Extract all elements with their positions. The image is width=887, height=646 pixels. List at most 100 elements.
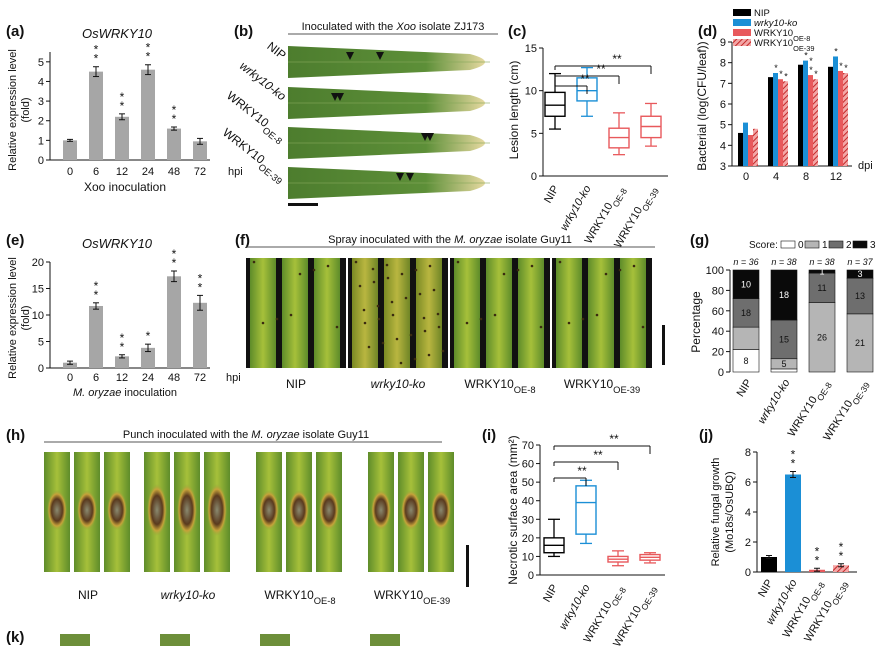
- bar: [813, 79, 818, 166]
- disease-spot: [595, 313, 599, 317]
- disease-spot: [261, 321, 265, 325]
- arrowhead: [426, 133, 434, 141]
- sig-star: *: [779, 69, 783, 79]
- y-tick-label: 6: [720, 99, 726, 111]
- genotype-label: wrky10-ko: [754, 18, 797, 29]
- panel-letter: (f): [235, 232, 250, 249]
- bar: [808, 75, 813, 166]
- bar: [785, 474, 801, 572]
- lesion: [77, 490, 97, 530]
- sig-star: **: [580, 72, 590, 86]
- x-tick-label: 12: [116, 166, 128, 178]
- disease-spot: [400, 272, 404, 276]
- disease-spot: [418, 292, 422, 296]
- disease-spot: [312, 268, 316, 272]
- genotype-label: wrky10-ko: [756, 377, 793, 426]
- legend-swatch: [733, 9, 751, 16]
- y-tick-label: 8: [720, 58, 726, 70]
- segment-label: 5: [781, 359, 786, 369]
- y-tick-label: 5: [720, 120, 726, 132]
- sample-size: n = 37: [847, 257, 873, 267]
- x-axis-title: Xoo inoculation: [84, 180, 166, 194]
- y-axis-title: (fold): [20, 305, 32, 330]
- segment-label: 26: [817, 332, 827, 342]
- disease-spot: [289, 313, 293, 317]
- y-tick-label: 7: [720, 78, 726, 90]
- leaf-top: [370, 634, 400, 646]
- genotype-label: WRKY10OE-8: [264, 588, 335, 606]
- sig-star: *: [809, 65, 813, 75]
- disease-spot: [335, 325, 339, 329]
- y-tick-label: 60: [712, 306, 724, 318]
- y-tick-label: 4: [38, 76, 44, 88]
- stacked-segment: [770, 368, 798, 373]
- leaf-blade: [486, 258, 512, 368]
- disease-spot: [377, 317, 381, 321]
- y-tick-label: 4: [720, 140, 726, 152]
- y-axis-title: Relative fungal growth: [710, 458, 722, 567]
- sig-star: *: [774, 63, 778, 73]
- legend-swatch: [733, 29, 751, 36]
- disease-spot: [371, 267, 375, 271]
- scale-bar: [662, 325, 665, 365]
- y-axis-title: Bacterial (log(CFU/leaf)): [695, 41, 709, 170]
- disease-spot: [326, 264, 330, 268]
- disease-spot: [414, 268, 418, 272]
- sig-star: *: [120, 99, 125, 113]
- subscript: OE-8: [815, 380, 834, 402]
- y-tick-label: 2: [38, 116, 44, 128]
- disease-spot: [502, 272, 506, 276]
- arrowhead: [376, 52, 384, 60]
- sig-star: *: [834, 46, 838, 56]
- leaf-blade: [556, 258, 582, 368]
- y-tick-label: 60: [522, 459, 534, 471]
- y-tick-label: 100: [706, 265, 724, 277]
- y-tick-label: 0: [38, 363, 44, 375]
- gene-title: OsWRKY10: [82, 236, 153, 251]
- lesion: [431, 490, 451, 530]
- bar: [798, 64, 803, 166]
- y-tick-label: 40: [522, 496, 534, 508]
- disease-spot: [298, 272, 302, 276]
- bar: [115, 356, 129, 368]
- subscript: OE-39: [850, 380, 872, 407]
- leaf-blade: [282, 258, 308, 368]
- disease-spot: [479, 317, 483, 321]
- x-tick-label: 0: [67, 372, 73, 384]
- bar: [773, 73, 778, 166]
- lesion: [147, 484, 167, 536]
- disease-spot: [618, 268, 622, 272]
- y-tick-label: 40: [712, 326, 724, 338]
- sig-star: *: [94, 43, 99, 57]
- sig-star: **: [612, 52, 622, 66]
- y-tick-label: 10: [522, 551, 534, 563]
- box: [575, 485, 597, 535]
- subscript: OE-39: [830, 580, 851, 607]
- leaf-top: [60, 634, 90, 646]
- y-tick-label: 5: [531, 128, 537, 140]
- legend-swatch: [804, 240, 820, 249]
- leaf-blade: [384, 258, 410, 368]
- segment-label: 1: [819, 267, 824, 277]
- y-tick-label: 2: [745, 537, 751, 549]
- subscript: OE-39: [423, 596, 450, 606]
- subscript: OE-39: [639, 585, 660, 612]
- sig-star: *: [815, 553, 820, 567]
- disease-spot: [390, 300, 394, 304]
- subscript: OE-8: [793, 34, 810, 43]
- bar: [753, 128, 758, 166]
- stacked-segment: [732, 326, 760, 350]
- sig-star: *: [146, 41, 151, 55]
- sig-star: *: [844, 63, 848, 73]
- y-tick-label: 4: [745, 507, 751, 519]
- subscript: OE-8: [261, 125, 284, 146]
- x-tick-label: 48: [168, 166, 180, 178]
- panel-letter: (g): [690, 232, 709, 249]
- disease-spot: [423, 329, 427, 333]
- segment-label: 15: [779, 334, 789, 344]
- subscript: OE-39: [613, 385, 640, 395]
- stacked-segment: [770, 319, 798, 360]
- segment-label: 18: [741, 308, 751, 318]
- disease-spot: [376, 304, 380, 308]
